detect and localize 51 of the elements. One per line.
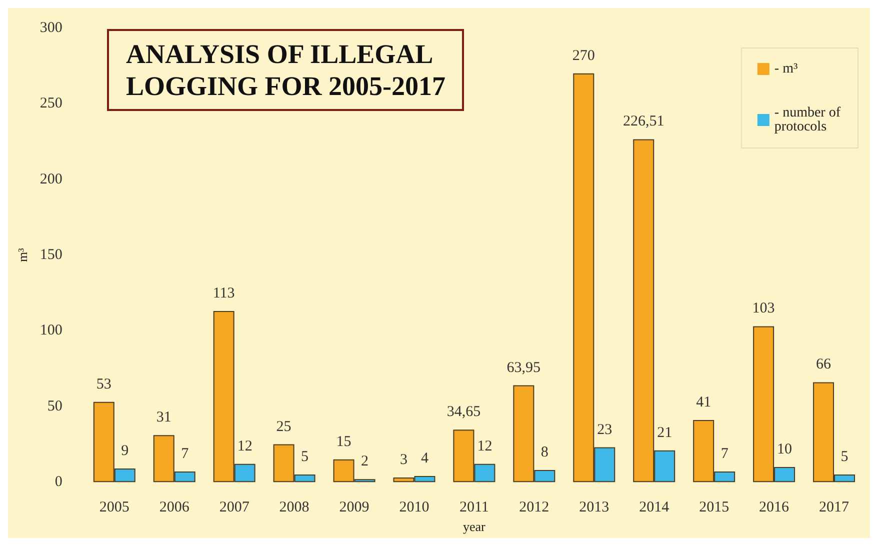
y-tick-label: 100 bbox=[40, 322, 62, 339]
data-label: 15 bbox=[336, 434, 352, 450]
y-tick-label: 250 bbox=[40, 96, 62, 112]
x-tick-label: 2011 bbox=[459, 500, 489, 516]
legend-label: - number of protocols bbox=[774, 106, 844, 134]
data-label: 12 bbox=[477, 438, 492, 454]
data-label: 226,51 bbox=[622, 114, 664, 130]
data-label: 23 bbox=[597, 422, 612, 438]
x-tick-label: 2010 bbox=[399, 500, 430, 516]
y-tick-label: 300 bbox=[40, 20, 62, 36]
y-tick-label: 200 bbox=[40, 171, 62, 188]
x-tick-label: 2009 bbox=[339, 500, 370, 516]
data-label: 12 bbox=[237, 438, 252, 454]
legend-label: - m³ bbox=[774, 62, 798, 76]
data-label: 5 bbox=[301, 449, 309, 466]
data-label: 25 bbox=[276, 418, 292, 435]
y-tick-label: 50 bbox=[47, 398, 62, 414]
y-tick-label: 0 bbox=[54, 474, 62, 490]
x-tick-label: 2016 bbox=[759, 500, 790, 516]
x-axis-title: year bbox=[463, 519, 486, 534]
data-label: 66 bbox=[816, 356, 832, 373]
x-tick-label: 2013 bbox=[579, 500, 610, 516]
data-label: 7 bbox=[720, 446, 729, 462]
data-label: 9 bbox=[121, 442, 129, 459]
x-tick-label: 2006 bbox=[159, 500, 190, 516]
data-label: 31 bbox=[156, 410, 172, 426]
x-tick-label: 2015 bbox=[699, 500, 730, 516]
x-tick-label: 2008 bbox=[279, 500, 310, 516]
text: ANALYSIS OF ILLEGAL LOGGING FOR 2005-2017 bbox=[126, 39, 446, 101]
y-tick-label: 150 bbox=[40, 247, 62, 264]
data-label: 5 bbox=[840, 449, 848, 466]
x-tick-label: 2012 bbox=[519, 500, 550, 516]
data-label: 7 bbox=[181, 446, 190, 462]
data-label: 3 bbox=[400, 452, 408, 468]
data-label: 21 bbox=[657, 424, 672, 441]
data-label: 63,95 bbox=[506, 360, 541, 376]
x-tick-label: 2017 bbox=[819, 500, 850, 516]
x-tick-label: 2014 bbox=[639, 500, 670, 516]
data-label: 8 bbox=[540, 444, 548, 460]
data-label: 113 bbox=[212, 286, 235, 302]
x-tick-label: 2005 bbox=[99, 500, 130, 516]
data-label: 41 bbox=[696, 394, 712, 411]
data-label: 53 bbox=[96, 376, 112, 392]
data-label: 2 bbox=[361, 454, 369, 470]
data-label: 34,65 bbox=[446, 404, 481, 420]
y-axis-title: m³ bbox=[15, 248, 30, 262]
data-label: 270 bbox=[572, 48, 595, 64]
x-tick-label: 2007 bbox=[219, 500, 250, 516]
data-label: 10 bbox=[777, 441, 792, 458]
data-label: 103 bbox=[752, 300, 775, 317]
data-label: 4 bbox=[420, 450, 429, 467]
